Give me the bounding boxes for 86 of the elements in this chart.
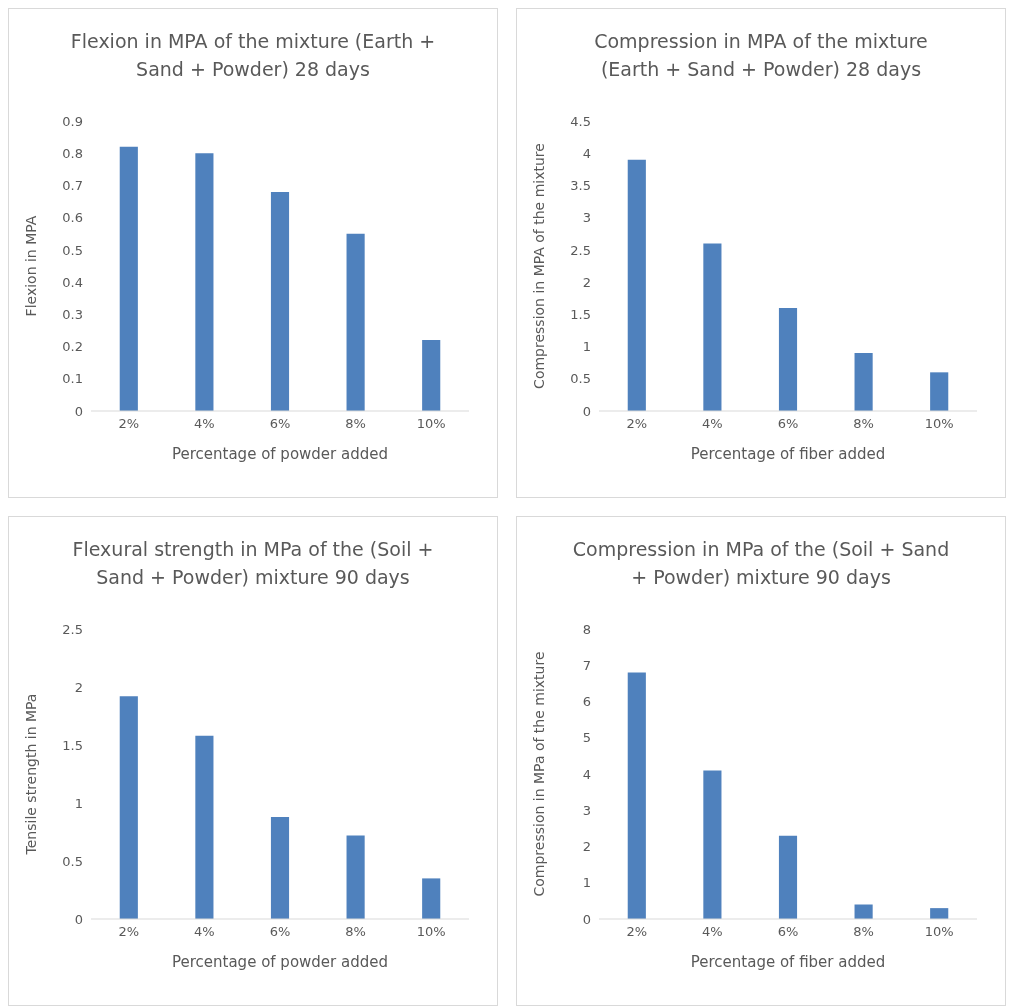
y-tick-label: 0.2: [62, 339, 83, 355]
y-tick-label: 1: [582, 339, 591, 355]
x-tick-label: 2%: [626, 924, 648, 940]
y-tick-label: 0: [74, 911, 83, 927]
y-tick-label: 4.5: [570, 113, 591, 129]
x-axis-title: Percentage of fiber added: [690, 445, 886, 463]
y-tick-label: 2.5: [62, 621, 83, 637]
y-axis-title: Compression in MPa of the mixture: [530, 651, 547, 897]
y-tick-label: 0.6: [62, 210, 83, 226]
x-tick-label: 10%: [924, 416, 954, 432]
x-tick-label: 4%: [702, 416, 723, 432]
x-tick-label: 6%: [269, 924, 291, 940]
y-tick-label: 0.5: [62, 242, 83, 258]
x-tick-label: 10%: [416, 416, 446, 432]
y-tick-label: 0.5: [570, 371, 591, 387]
bar: [119, 146, 138, 411]
y-tick-label: 1: [74, 795, 83, 811]
y-tick-label: 3.5: [570, 178, 591, 194]
bar: [930, 908, 949, 919]
y-tick-label: 0: [74, 403, 83, 419]
y-tick-label: 2.5: [570, 242, 591, 258]
y-tick-label: 7: [582, 657, 591, 673]
y-tick-label: 2: [74, 679, 83, 695]
bar: [195, 153, 214, 411]
bar: [778, 835, 798, 919]
y-tick-label: 2: [582, 274, 591, 290]
bar: [422, 340, 441, 411]
chart-title: Compression in MPa of the (Soil + Sand + Powder) mixture 90 days: [571, 537, 951, 590]
y-tick-label: 0: [582, 403, 591, 419]
y-tick-label: 0.4: [62, 274, 83, 290]
chart-title: Flexural strength in MPa of the (Soil + Sand + Powder) mixture 90 days: [71, 537, 435, 590]
y-axis-title: Tensile strength in MPa: [22, 693, 39, 856]
x-tick-label: 6%: [777, 924, 799, 940]
y-tick-label: 4: [582, 145, 591, 161]
y-tick-label: 6: [582, 694, 591, 710]
bar: [854, 353, 873, 411]
bar: [930, 372, 949, 411]
x-tick-label: 2%: [626, 416, 648, 432]
bar: [270, 816, 290, 919]
x-tick-label: 10%: [924, 924, 954, 940]
x-axis-title: Percentage of powder added: [171, 953, 389, 971]
y-tick-label: 0.7: [62, 178, 83, 194]
bar: [703, 243, 722, 411]
x-tick-label: 2%: [118, 924, 140, 940]
y-tick-label: 1.5: [570, 306, 591, 322]
x-tick-label: 10%: [416, 924, 446, 940]
y-tick-label: 2: [582, 839, 591, 855]
x-tick-label: 2%: [118, 416, 140, 432]
bar: [627, 159, 646, 411]
y-tick-label: 3: [582, 802, 591, 818]
y-tick-label: 0.3: [62, 306, 83, 322]
x-tick-label: 8%: [853, 924, 874, 940]
x-tick-label: 6%: [777, 416, 799, 432]
x-tick-label: 4%: [702, 924, 723, 940]
y-axis-title: Flexion in MPA: [22, 215, 39, 317]
bar: [627, 672, 646, 919]
y-tick-label: 1: [582, 875, 591, 891]
x-tick-label: 4%: [194, 924, 215, 940]
bar: [270, 191, 290, 411]
bar: [119, 696, 138, 919]
chart-title: Flexion in MPA of the mixture (Earth + Sand + Powder) 28 days: [69, 29, 437, 82]
y-tick-label: 0.1: [62, 371, 83, 387]
bar: [346, 835, 365, 919]
y-tick-label: 0: [582, 911, 591, 927]
bar: [195, 735, 214, 919]
y-tick-label: 0.8: [62, 145, 83, 161]
x-tick-label: 8%: [853, 416, 874, 432]
bar: [778, 307, 798, 411]
x-axis-title: Percentage of powder added: [171, 445, 389, 463]
x-tick-label: 4%: [194, 416, 215, 432]
y-tick-label: 1.5: [62, 737, 83, 753]
y-tick-label: 4: [582, 766, 591, 782]
x-tick-label: 8%: [345, 924, 366, 940]
chart-title: Compression in MPA of the mixture (Earth + Sand + Powder) 28 days: [593, 29, 929, 82]
y-tick-label: 3: [582, 210, 591, 226]
bar: [346, 233, 365, 411]
y-tick-label: 5: [582, 730, 591, 746]
y-axis-title: Compression in MPA of the mixture: [530, 143, 547, 389]
y-tick-label: 0.9: [62, 113, 83, 129]
y-tick-label: 0.5: [62, 853, 83, 869]
y-tick-label: 8: [582, 621, 591, 637]
x-axis-title: Percentage of fiber added: [690, 953, 886, 971]
x-tick-label: 8%: [345, 416, 366, 432]
x-tick-label: 6%: [269, 416, 291, 432]
bar: [703, 770, 722, 919]
bar: [422, 878, 441, 919]
